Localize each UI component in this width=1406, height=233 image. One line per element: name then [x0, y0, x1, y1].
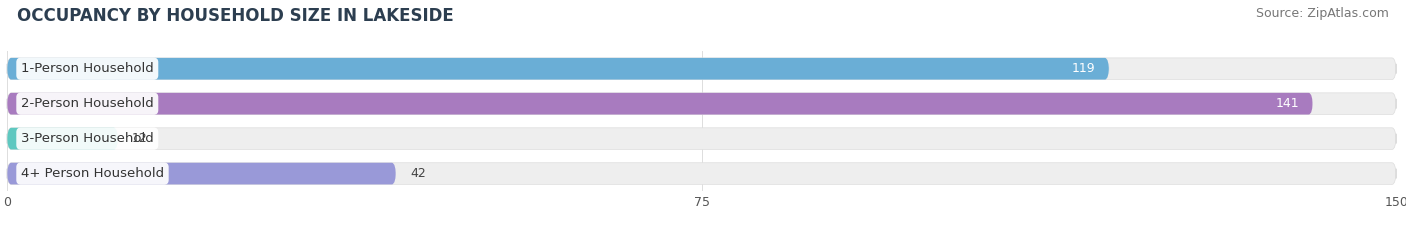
FancyBboxPatch shape: [7, 58, 1109, 80]
Text: 4+ Person Household: 4+ Person Household: [21, 167, 165, 180]
FancyBboxPatch shape: [7, 128, 1396, 150]
Text: Source: ZipAtlas.com: Source: ZipAtlas.com: [1256, 7, 1389, 20]
FancyBboxPatch shape: [7, 163, 396, 185]
Text: 141: 141: [1275, 97, 1299, 110]
Text: 119: 119: [1071, 62, 1095, 75]
Text: OCCUPANCY BY HOUSEHOLD SIZE IN LAKESIDE: OCCUPANCY BY HOUSEHOLD SIZE IN LAKESIDE: [17, 7, 454, 25]
Text: 12: 12: [132, 132, 148, 145]
Text: 2-Person Household: 2-Person Household: [21, 97, 153, 110]
FancyBboxPatch shape: [7, 93, 1396, 115]
FancyBboxPatch shape: [7, 163, 1396, 185]
FancyBboxPatch shape: [7, 93, 1313, 115]
FancyBboxPatch shape: [7, 58, 1396, 80]
Text: 3-Person Household: 3-Person Household: [21, 132, 153, 145]
FancyBboxPatch shape: [7, 128, 118, 150]
Text: 1-Person Household: 1-Person Household: [21, 62, 153, 75]
Text: 42: 42: [411, 167, 426, 180]
